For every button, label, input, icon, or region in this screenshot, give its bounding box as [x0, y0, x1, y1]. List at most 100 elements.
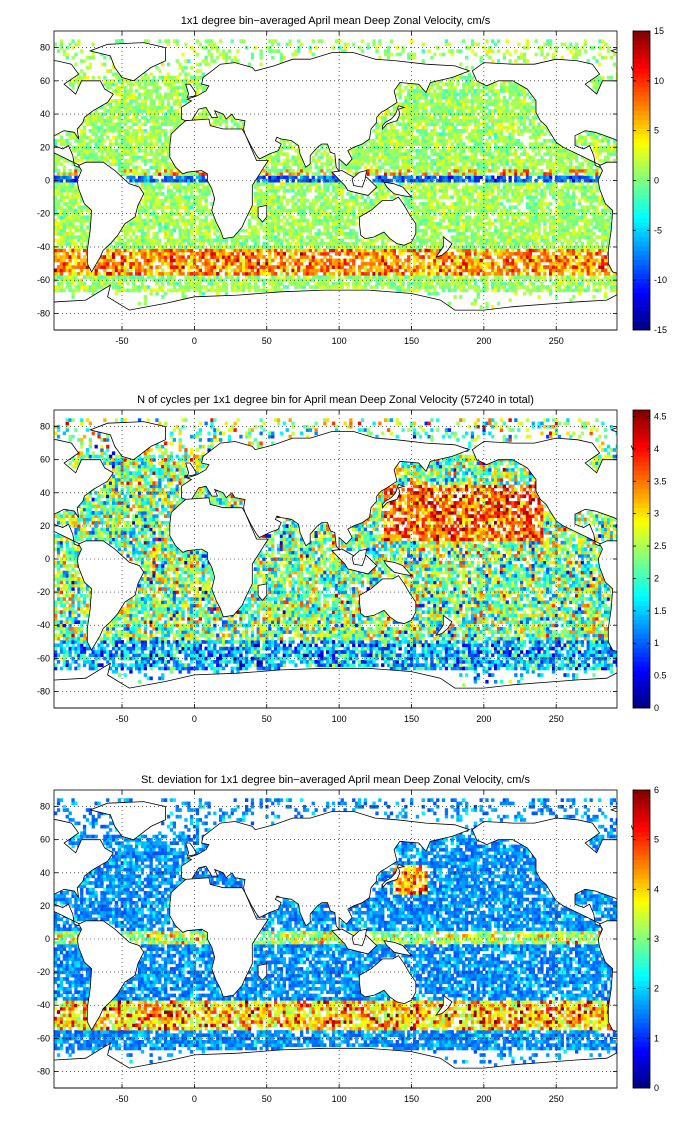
heat-cell — [534, 288, 538, 293]
heat-cell — [129, 162, 133, 166]
heat-cell — [543, 208, 547, 213]
heat-cell — [441, 271, 446, 276]
heat-cell — [195, 182, 200, 186]
heat-cell — [213, 281, 217, 286]
heat-cell — [598, 258, 602, 263]
heat-cell — [566, 195, 570, 200]
heat-cell — [250, 248, 255, 253]
heat-cell — [427, 275, 431, 279]
heat-cell — [528, 182, 532, 186]
heat-cell — [488, 198, 492, 203]
heat-cell — [375, 258, 379, 263]
heat-cell — [572, 178, 576, 183]
heat-cell — [522, 168, 527, 173]
heat-cell — [195, 225, 200, 229]
heat-cell — [291, 178, 295, 183]
heat-cell — [146, 222, 150, 226]
heat-cell — [65, 215, 69, 220]
heat-cell — [224, 238, 229, 243]
heat-cell — [427, 188, 431, 193]
heat-cell — [560, 198, 564, 203]
heat-cell — [331, 261, 336, 266]
heat-cell — [598, 245, 602, 249]
heat-cell — [256, 175, 260, 180]
heat-cell — [329, 205, 333, 210]
heat-cell — [346, 251, 350, 256]
heat-cell — [80, 258, 84, 263]
heat-cell — [103, 255, 107, 259]
heat-cell — [213, 222, 217, 226]
heat-cell — [470, 178, 475, 183]
heat-cell — [444, 265, 449, 269]
heat-cell — [164, 162, 168, 166]
heat-cell — [592, 225, 596, 229]
heat-cell — [59, 212, 64, 216]
heat-cell — [311, 271, 315, 276]
heat-cell — [94, 278, 98, 283]
heat-cell — [546, 251, 550, 256]
heat-cell — [462, 212, 466, 216]
heat-cell — [279, 175, 284, 180]
heat-cell — [146, 275, 150, 279]
heat-cell — [129, 235, 133, 239]
heat-cell — [204, 202, 208, 206]
heat-cell — [598, 195, 602, 200]
heat-cell — [253, 238, 257, 243]
heat-cell — [410, 178, 414, 183]
heat-cell — [488, 202, 492, 206]
heat-cell — [126, 242, 130, 246]
heat-cell — [210, 248, 214, 253]
heat-cell — [482, 228, 486, 233]
heat-cell — [120, 228, 124, 233]
heat-cell — [514, 251, 518, 256]
heat-cell — [572, 175, 576, 180]
heat-cell — [572, 192, 576, 196]
heat-cell — [424, 185, 428, 190]
heat-cell — [242, 281, 246, 286]
heat-cell — [198, 248, 202, 253]
heat-cell — [291, 198, 295, 203]
heat-cell — [560, 265, 564, 269]
heat-cell — [82, 261, 87, 266]
heat-cell — [499, 235, 504, 239]
heat-cell — [132, 242, 136, 246]
heat-cell — [465, 265, 469, 269]
heat-cell — [563, 175, 567, 180]
heat-cell — [476, 265, 480, 269]
heat-cell — [114, 242, 119, 246]
heat-cell — [520, 168, 524, 173]
heat-cell — [256, 202, 260, 206]
heat-cell — [204, 172, 208, 176]
heat-cell — [175, 195, 179, 200]
heat-cell — [331, 175, 336, 180]
heat-cell — [404, 195, 408, 200]
heat-cell — [589, 258, 593, 263]
heat-cell — [496, 271, 501, 276]
heat-cell — [589, 168, 593, 173]
heat-cell — [155, 222, 159, 226]
heat-cell — [505, 242, 509, 246]
heat-cell — [137, 205, 142, 210]
heat-cell — [100, 255, 104, 259]
heat-cell — [540, 251, 544, 256]
heat-cell — [439, 222, 443, 226]
heat-cell — [207, 281, 211, 286]
heat-cell — [586, 248, 590, 253]
heat-cell — [169, 212, 174, 216]
heat-cell — [317, 165, 321, 170]
heat-cell — [184, 261, 188, 266]
heat-cell — [436, 202, 440, 206]
heat-cell — [381, 232, 385, 236]
heat-cell — [149, 265, 153, 269]
heat-cell — [334, 182, 339, 186]
heat-cell — [540, 198, 544, 203]
heat-cell — [488, 255, 492, 259]
heat-cell — [537, 295, 541, 299]
heat-cell — [499, 271, 504, 276]
heat-cell — [68, 288, 72, 293]
heat-cell — [294, 218, 298, 223]
heat-cell — [517, 192, 521, 196]
heat-cell — [146, 245, 150, 249]
heat-cell — [499, 215, 504, 220]
heat-cell — [415, 255, 420, 259]
